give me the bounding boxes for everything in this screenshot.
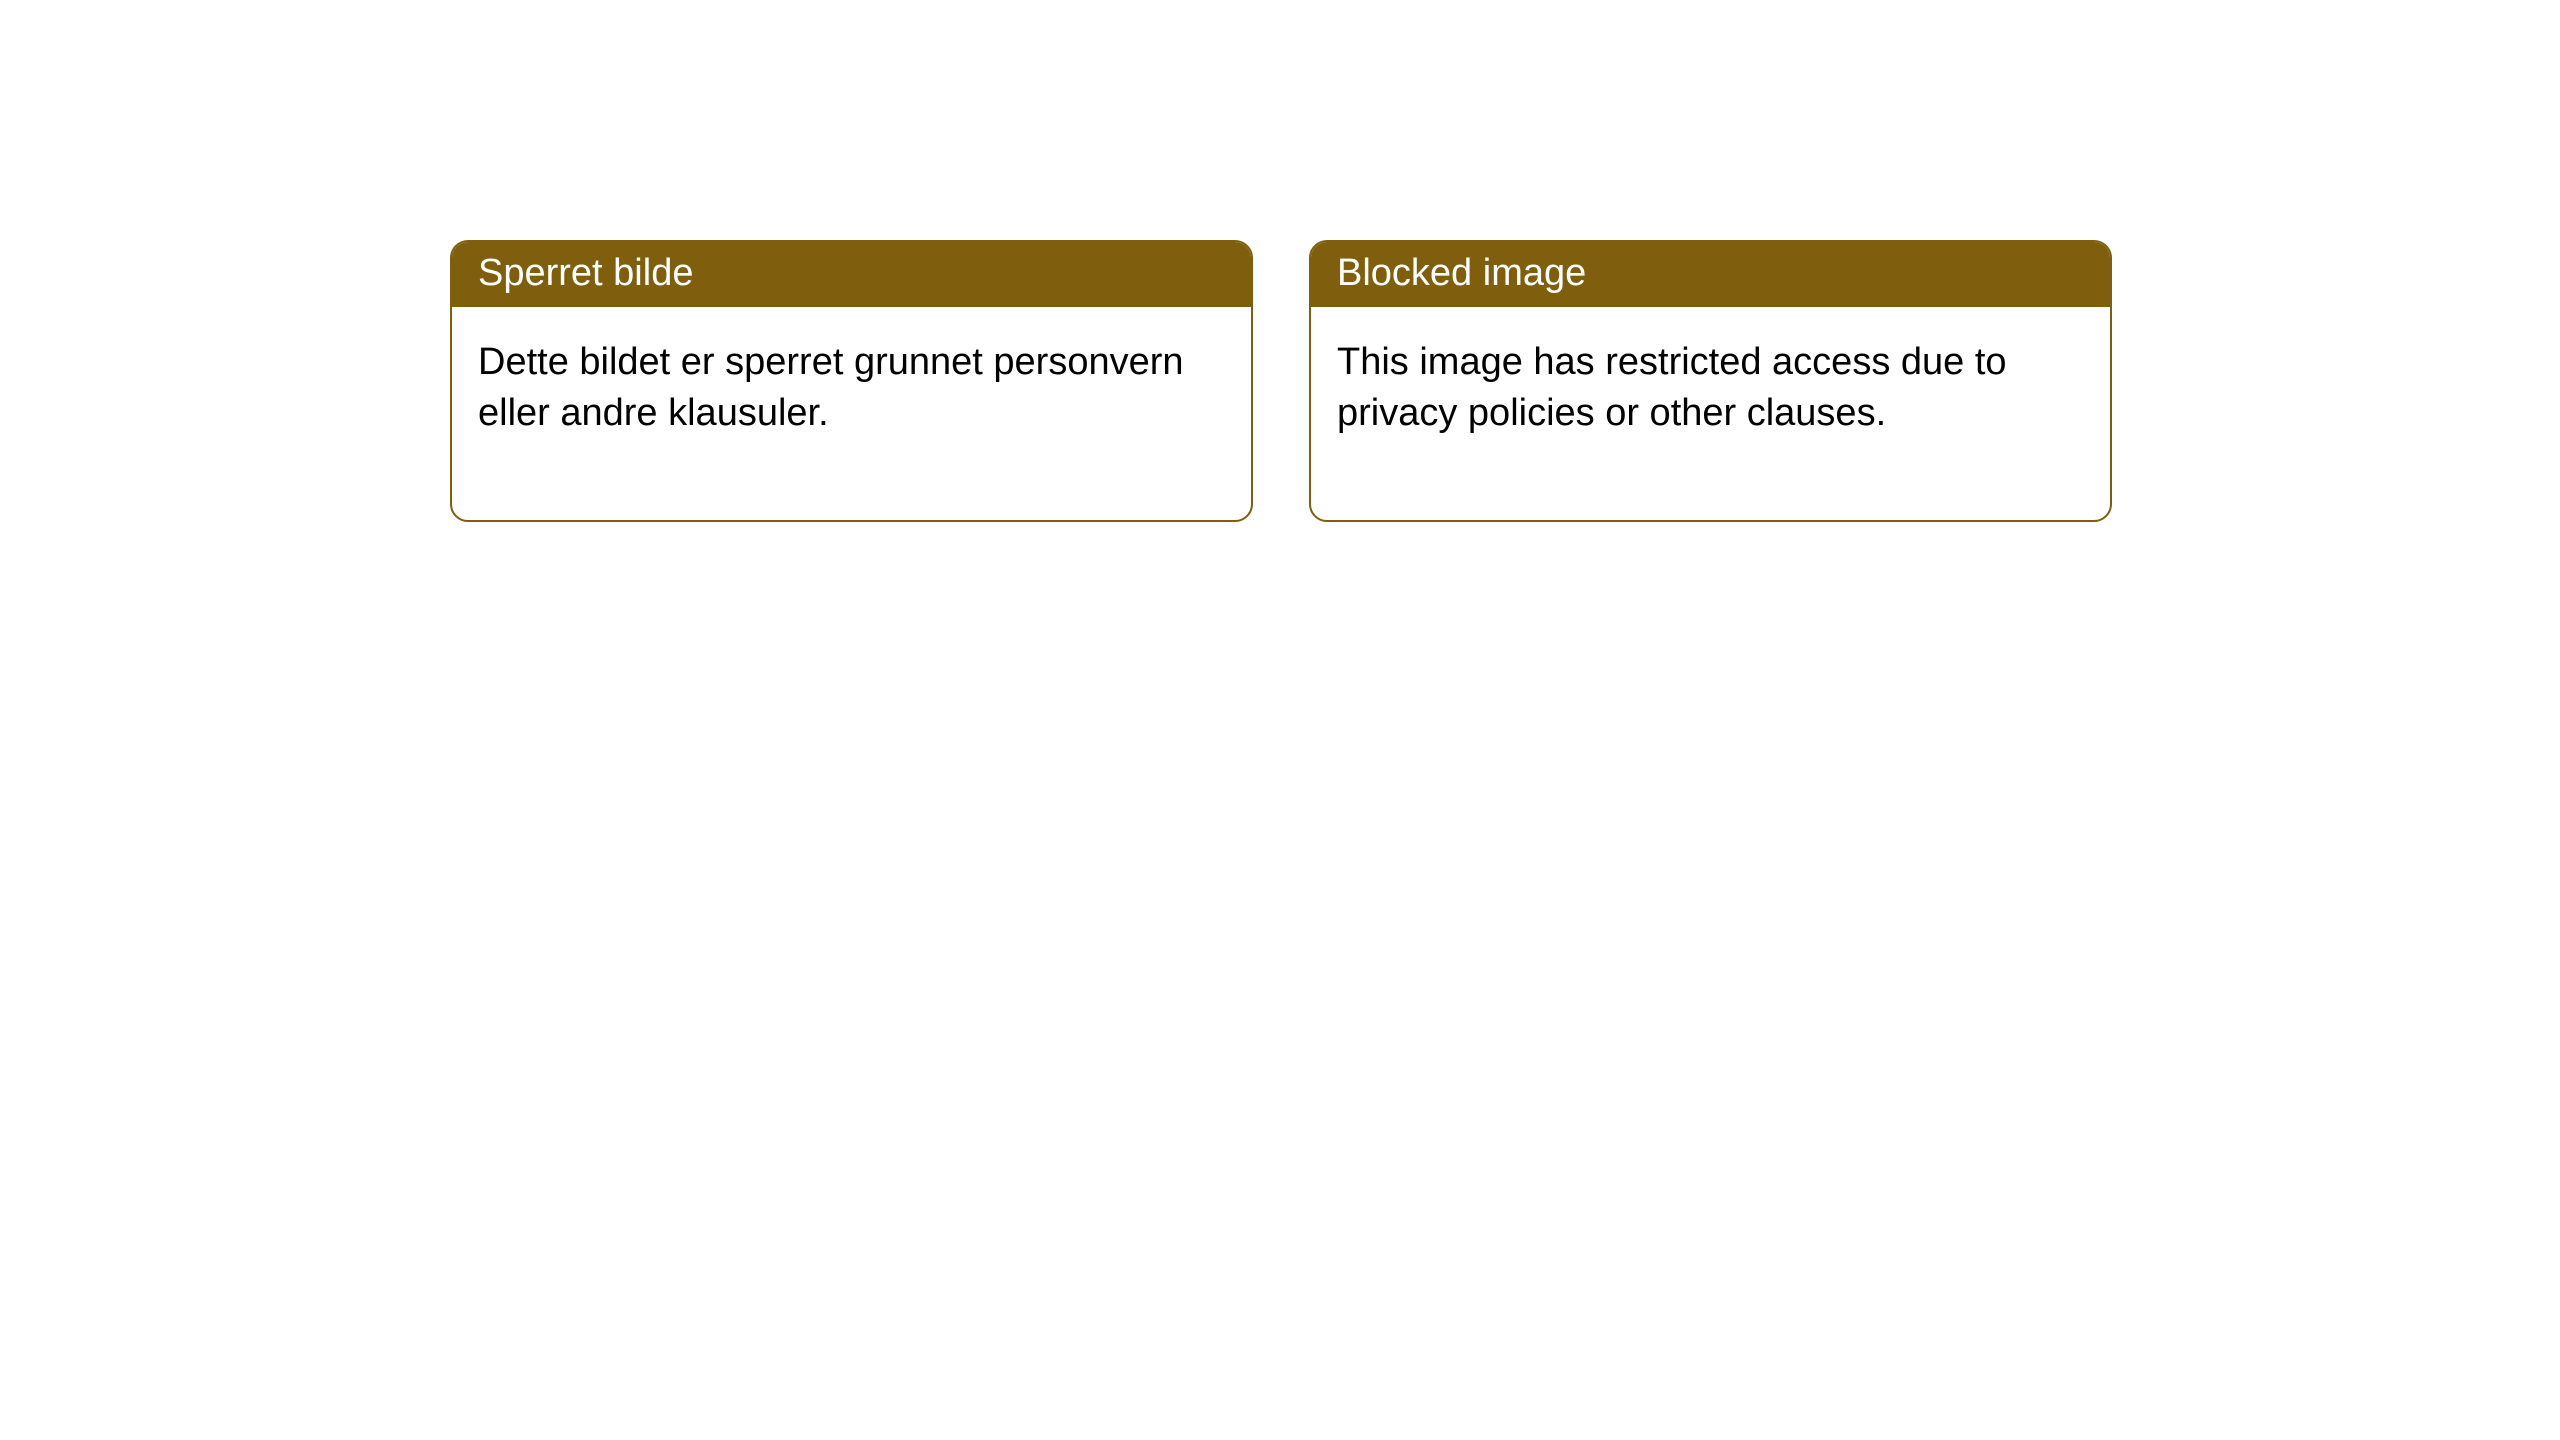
- notice-header: Sperret bilde: [452, 242, 1251, 307]
- notice-title: Blocked image: [1337, 252, 1586, 294]
- notice-card-english: Blocked image This image has restricted …: [1309, 240, 2112, 522]
- notice-body: This image has restricted access due to …: [1311, 307, 2110, 520]
- notice-title: Sperret bilde: [478, 252, 693, 294]
- notice-container: Sperret bilde Dette bildet er sperret gr…: [0, 0, 2560, 522]
- notice-body-text: This image has restricted access due to …: [1337, 341, 2007, 434]
- notice-body: Dette bildet er sperret grunnet personve…: [452, 307, 1251, 520]
- notice-header: Blocked image: [1311, 242, 2110, 307]
- notice-card-norwegian: Sperret bilde Dette bildet er sperret gr…: [450, 240, 1253, 522]
- notice-body-text: Dette bildet er sperret grunnet personve…: [478, 341, 1184, 434]
